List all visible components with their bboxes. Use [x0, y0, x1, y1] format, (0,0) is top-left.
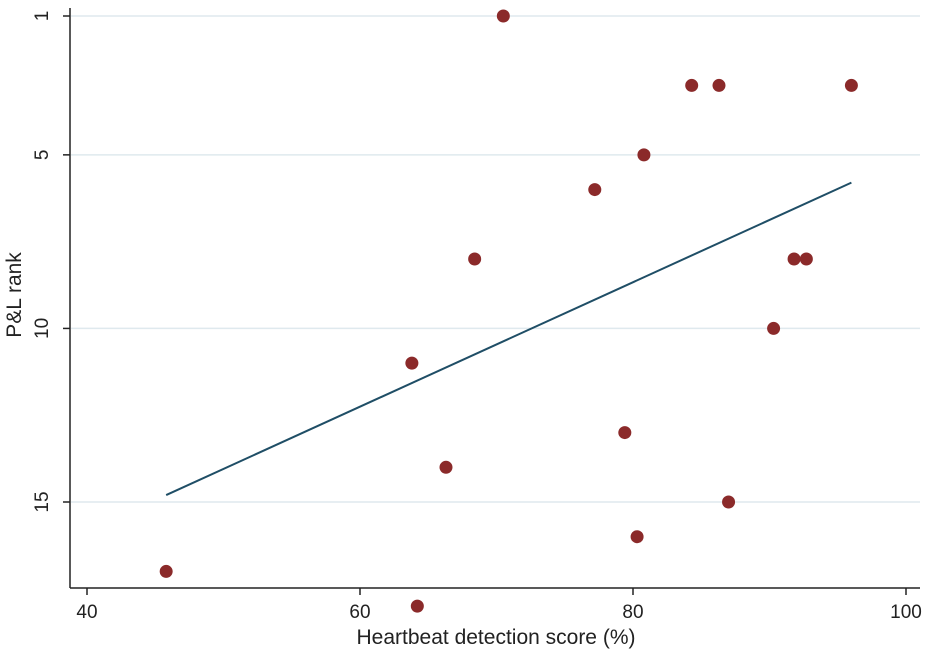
y-axis-title: P&L rank [3, 252, 26, 338]
data-point [637, 148, 651, 162]
y-tick-label: 15 [32, 491, 53, 512]
data-point [722, 495, 736, 509]
fit-line [165, 181, 852, 496]
data-point [496, 9, 510, 23]
data-point [468, 252, 482, 266]
y-tick-label: 1 [32, 11, 53, 22]
data-point [588, 183, 602, 197]
data-point [410, 599, 424, 613]
y-tick-label: 5 [32, 150, 53, 161]
data-point [439, 460, 453, 474]
data-point [630, 530, 644, 544]
x-tick-label: 100 [890, 602, 922, 623]
data-point [618, 426, 632, 440]
data-point [159, 564, 173, 578]
data-point [787, 252, 801, 266]
data-point [799, 252, 813, 266]
x-axis-title: Heartbeat detection score (%) [357, 626, 636, 649]
fit-line-layer [165, 181, 852, 496]
data-point [685, 78, 699, 92]
data-point [712, 78, 726, 92]
data-point [844, 78, 858, 92]
data-point [405, 356, 419, 370]
x-tick-label: 40 [76, 602, 97, 623]
grid-lines [71, 15, 920, 503]
data-point [767, 321, 781, 335]
x-tick-label: 60 [349, 602, 370, 623]
y-tick-label: 10 [32, 318, 53, 339]
data-points [159, 9, 858, 613]
x-tick-label: 80 [622, 602, 643, 623]
